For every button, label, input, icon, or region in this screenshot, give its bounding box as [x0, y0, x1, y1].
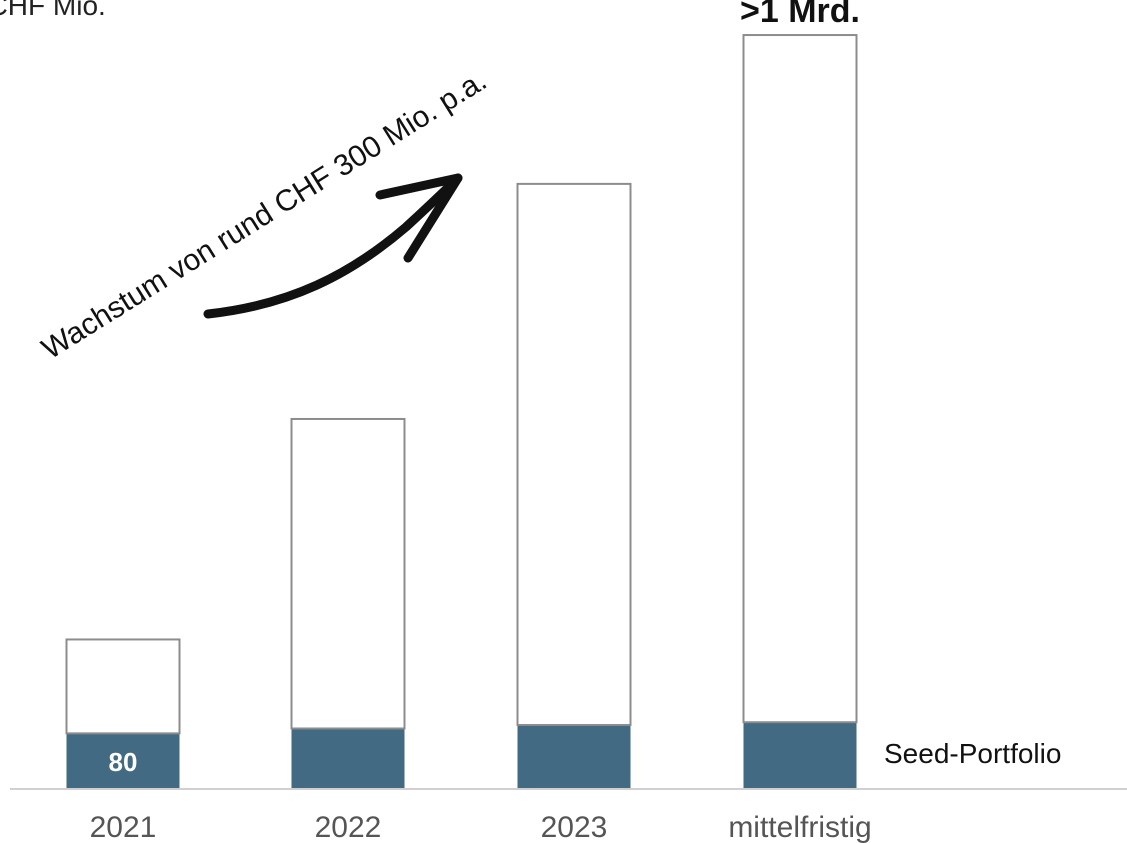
bar-total-2022	[290, 417, 406, 730]
data-label-2021-seed: 80	[109, 747, 138, 777]
bars-group: 80	[65, 34, 858, 789]
bar-total-mittelfristig	[742, 34, 858, 724]
x-tick-label: 2022	[315, 811, 382, 843]
bar-seed-mittelfristig	[743, 722, 857, 789]
x-tick-labels: 2021 2022 2023 mittelfristig	[90, 811, 872, 843]
bar-seed-2022	[291, 728, 405, 789]
growth-arrow-icon	[203, 173, 463, 319]
bar-total-2021	[65, 638, 181, 735]
x-tick-label: 2023	[541, 811, 608, 843]
bar-total-2023	[516, 182, 632, 727]
bar-seed-2023	[517, 725, 631, 789]
top-value-label: >1 Mrd.	[740, 0, 860, 30]
growth-arrow-head-icon	[375, 173, 463, 263]
x-tick-label: mittelfristig	[728, 811, 871, 843]
seed-portfolio-label: Seed-Portfolio	[884, 738, 1061, 769]
unit-label: in CHF Mio.	[0, 0, 106, 21]
x-tick-label: 2021	[90, 811, 157, 843]
bar-seed-2021	[66, 733, 180, 789]
